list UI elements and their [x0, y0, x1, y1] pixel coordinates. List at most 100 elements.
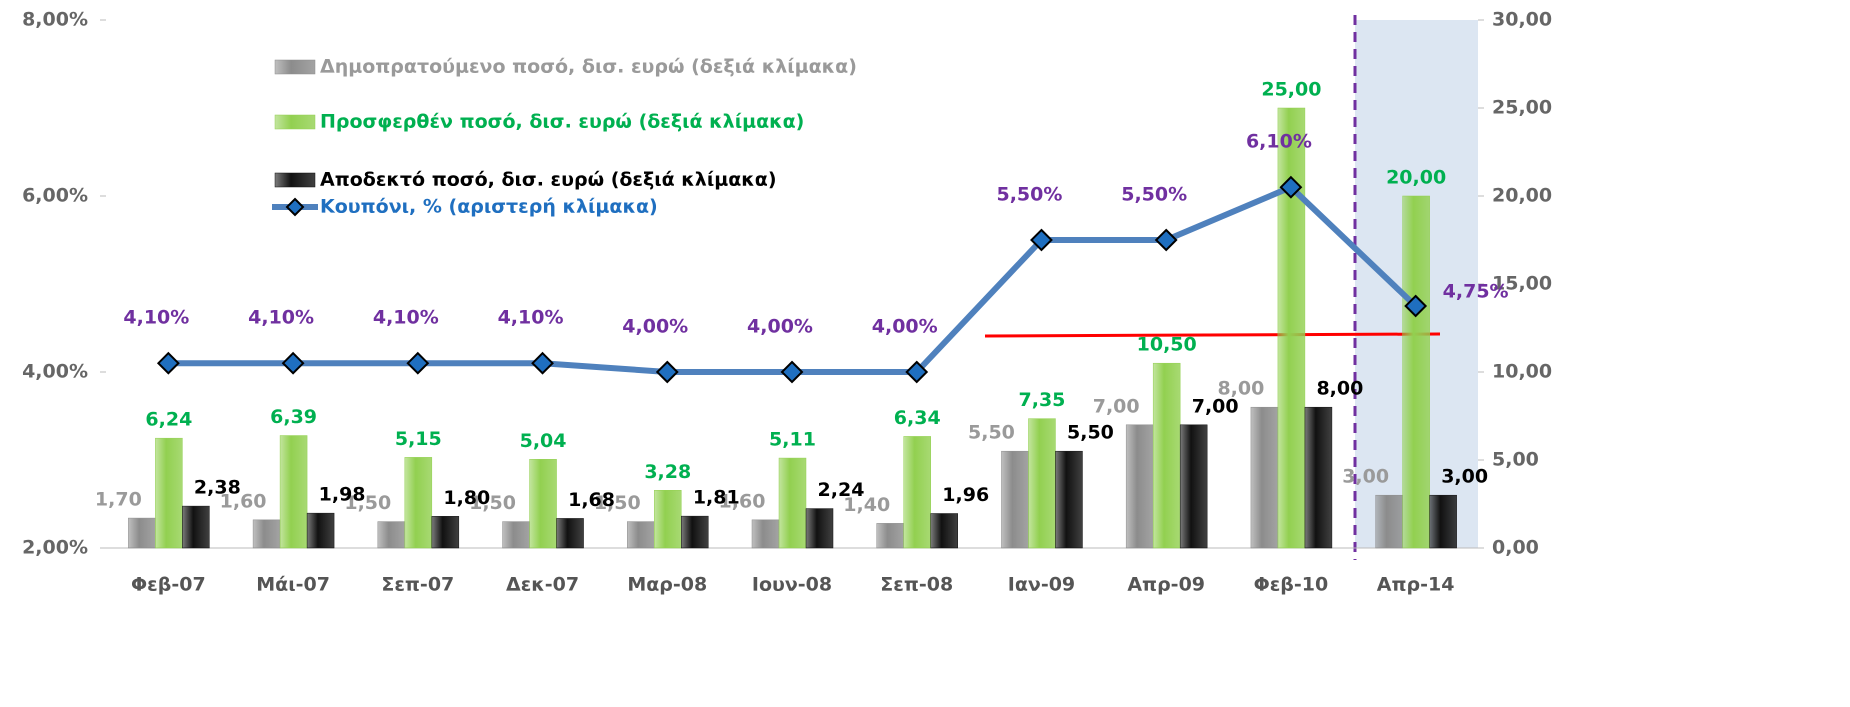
value-label: 10,50	[1137, 334, 1197, 356]
bar	[1250, 406, 1279, 549]
value-label: 5,50%	[1121, 184, 1187, 206]
bar	[1001, 450, 1029, 549]
value-label: 4,10%	[498, 307, 564, 329]
bar	[751, 519, 780, 549]
marker	[1154, 228, 1178, 252]
legend-swatch	[274, 172, 316, 188]
y-tick-label: 4,00%	[22, 361, 88, 383]
bar	[502, 521, 530, 549]
value-label: 6,24	[145, 409, 192, 431]
value-label: 4,75%	[1443, 281, 1509, 303]
reference-line	[984, 332, 1441, 338]
legend-label: Προσφερθέν ποσό, δισ. ευρώ (δεξιά κλίμακ…	[320, 111, 804, 133]
marker	[531, 351, 554, 375]
value-label: 3,00	[1342, 466, 1389, 488]
legend-swatch	[274, 59, 316, 75]
value-label: 3,00	[1441, 466, 1488, 488]
bar	[930, 513, 958, 549]
bar	[431, 516, 460, 549]
legend-label: Κουπόνι, % (αριστερή κλίμακα)	[320, 196, 658, 218]
x-tick-label: Σεπ-08	[880, 574, 953, 596]
x-tick-label: Φεβ-07	[131, 574, 206, 596]
bar	[279, 435, 308, 549]
value-label: 4,10%	[248, 307, 314, 329]
value-label: 4,00%	[747, 316, 813, 338]
x-tick-label: Απρ-14	[1377, 574, 1455, 596]
value-label: 1,40	[843, 494, 890, 516]
marker	[281, 351, 305, 375]
bar	[681, 515, 709, 549]
bar	[1028, 418, 1056, 549]
bar	[1277, 107, 1306, 549]
bar	[627, 521, 655, 549]
value-label: 1,96	[942, 484, 989, 506]
bar	[1429, 494, 1457, 549]
x-tick-label: Μάι-07	[256, 574, 330, 596]
value-label: 4,10%	[373, 307, 439, 329]
y-tick-label: 2,00%	[22, 537, 88, 559]
value-label: 5,15	[395, 428, 442, 450]
bar	[1179, 424, 1208, 549]
value-label: 5,50	[1067, 422, 1114, 444]
bar	[1125, 424, 1154, 549]
y2-tick-label: 30,00	[1492, 9, 1552, 31]
value-label: 20,00	[1386, 167, 1446, 189]
value-label: 8,00	[1217, 378, 1264, 400]
x-tick-label: Μαρ-08	[627, 574, 707, 596]
value-label: 5,04	[520, 430, 567, 452]
y2-tick-label: 5,00	[1492, 449, 1539, 471]
marker	[905, 360, 929, 384]
marker	[655, 360, 679, 384]
bar	[377, 521, 406, 549]
value-label: 7,00	[1093, 395, 1140, 417]
value-label: 1,50	[344, 492, 391, 514]
value-label: 2,38	[194, 477, 241, 499]
value-label: 5,50	[968, 422, 1015, 444]
bar	[654, 490, 682, 549]
bar	[778, 457, 807, 549]
x-tick-label: Ιουν-08	[752, 574, 832, 596]
marker	[780, 360, 804, 384]
marker	[1279, 175, 1303, 199]
value-label: 1,81	[693, 487, 740, 509]
bar	[252, 519, 281, 549]
legend-label: Δημοπρατούμενο ποσό, δισ. ευρώ (δεξιά κλ…	[320, 56, 857, 78]
bar	[128, 517, 156, 549]
x-tick-label: Φεβ-10	[1254, 574, 1329, 596]
value-label: 6,34	[894, 407, 941, 429]
bar	[1402, 195, 1430, 549]
bar	[903, 436, 931, 549]
marker	[1404, 294, 1428, 318]
marker	[156, 351, 180, 375]
y2-tick-label: 10,00	[1492, 361, 1552, 383]
bar	[1055, 450, 1083, 549]
x-tick-label: Σεπ-07	[381, 574, 454, 596]
value-label: 1,98	[319, 484, 366, 506]
bar	[155, 437, 183, 549]
value-label: 8,00	[1316, 378, 1363, 400]
value-label: 1,68	[568, 489, 615, 511]
value-label: 5,11	[769, 429, 816, 451]
value-label: 1,60	[719, 490, 766, 512]
value-label: 2,24	[818, 479, 865, 501]
value-label: 1,70	[95, 489, 142, 511]
y-tick-label: 8,00%	[22, 9, 88, 31]
y-tick-label: 6,00%	[22, 185, 88, 207]
y2-tick-label: 15,00	[1492, 273, 1552, 295]
bar	[805, 508, 834, 549]
marker	[1030, 228, 1053, 252]
value-label: 3,28	[644, 461, 691, 483]
x-tick-label: Ιαν-09	[1008, 574, 1075, 596]
x-tick-label: Δεκ-07	[506, 574, 579, 596]
marker	[406, 351, 430, 375]
bar	[876, 523, 904, 549]
y2-tick-label: 20,00	[1492, 185, 1552, 207]
bar	[556, 518, 584, 549]
legend-marker	[285, 197, 305, 217]
value-label: 4,10%	[123, 307, 189, 329]
bar	[1304, 406, 1333, 549]
value-label: 1,80	[443, 487, 490, 509]
value-label: 1,50	[469, 492, 516, 514]
bar	[1375, 494, 1403, 549]
